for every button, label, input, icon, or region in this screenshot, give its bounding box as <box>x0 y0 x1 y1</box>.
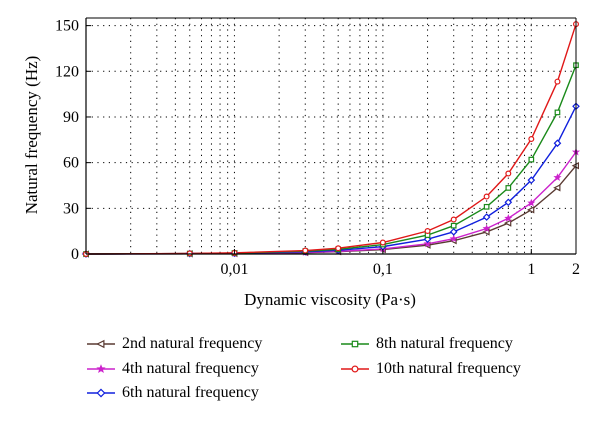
y-axis-label: Natural frequency (Hz) <box>22 56 41 215</box>
x-tick-label: 0,1 <box>373 261 393 278</box>
data-point-2nd <box>503 219 512 227</box>
series-line-4th <box>85 151 577 255</box>
data-point-4th <box>504 214 513 222</box>
y-tick-label: 120 <box>55 63 79 80</box>
x-tick-label: 2 <box>572 261 580 278</box>
data-point-4th <box>482 224 491 232</box>
data-point-8th <box>554 109 561 116</box>
y-tick-label: 90 <box>63 109 79 126</box>
data-point-6th <box>553 139 562 148</box>
data-point-10th <box>554 78 561 85</box>
x-axis-label: Dynamic viscosity (Pa·s) <box>244 290 416 309</box>
y-tick-label: 150 <box>55 18 79 35</box>
data-point-8th <box>505 185 512 191</box>
data-point-8th <box>483 203 490 210</box>
data-point-4th <box>553 173 562 181</box>
x-tick-label: 1 <box>527 261 535 278</box>
data-point-10th <box>424 228 431 235</box>
tick-labels: 0 30 60 90 120 150 0,01 0,1 1 2 <box>55 18 580 278</box>
data-point-10th <box>450 216 457 223</box>
data-point-6th <box>504 198 513 207</box>
data-point-6th <box>527 176 536 185</box>
grid <box>86 18 577 254</box>
data-point-10th <box>528 136 535 143</box>
data-point-10th <box>379 239 386 246</box>
axes <box>85 17 577 255</box>
x-tick-label: 0,01 <box>220 261 248 278</box>
data-point-2nd <box>526 206 535 214</box>
data-point-2nd <box>553 184 561 192</box>
y-tick-label: 0 <box>71 246 79 263</box>
y-tick-label: 30 <box>63 200 79 217</box>
data-point-6th <box>449 227 458 236</box>
data-point-4th <box>449 234 458 243</box>
data-point-10th <box>302 247 309 254</box>
data-point-10th <box>483 193 490 200</box>
data-point-4th <box>527 198 536 207</box>
data-point-8th <box>528 156 535 163</box>
data-point-10th <box>335 245 342 252</box>
series-lines <box>85 23 577 255</box>
series-line-10th <box>85 23 577 255</box>
y-tick-label: 60 <box>63 155 79 172</box>
data-point-4th <box>423 239 432 248</box>
data-point-6th <box>482 213 491 221</box>
data-point-8th <box>450 222 457 229</box>
series-markers <box>81 21 581 258</box>
data-point-10th <box>505 170 512 177</box>
